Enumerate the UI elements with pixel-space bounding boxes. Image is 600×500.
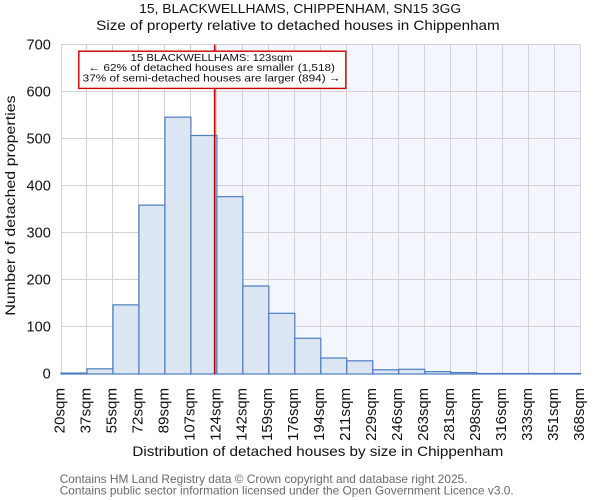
svg-text:55sqm: 55sqm	[104, 388, 120, 434]
svg-text:142sqm: 142sqm	[234, 388, 250, 441]
svg-text:368sqm: 368sqm	[572, 388, 588, 441]
svg-text:700: 700	[27, 37, 51, 53]
svg-text:20sqm: 20sqm	[52, 388, 68, 434]
svg-text:37sqm: 37sqm	[78, 388, 94, 434]
svg-text:15 BLACKWELLHAMS: 123sqm: 15 BLACKWELLHAMS: 123sqm	[131, 52, 293, 64]
svg-text:500: 500	[27, 131, 51, 147]
svg-text:200: 200	[27, 273, 51, 289]
svg-text:124sqm: 124sqm	[208, 388, 224, 441]
svg-text:72sqm: 72sqm	[130, 388, 146, 434]
svg-text:107sqm: 107sqm	[182, 388, 198, 441]
svg-text:Contains public sector informa: Contains public sector information licen…	[60, 483, 514, 497]
svg-text:333sqm: 333sqm	[520, 388, 536, 441]
svg-text:263sqm: 263sqm	[416, 388, 432, 441]
svg-text:316sqm: 316sqm	[494, 388, 510, 441]
svg-text:176sqm: 176sqm	[286, 388, 302, 441]
svg-text:194sqm: 194sqm	[312, 388, 328, 441]
svg-text:100: 100	[27, 320, 51, 336]
svg-text:159sqm: 159sqm	[260, 388, 276, 441]
svg-text:246sqm: 246sqm	[390, 388, 406, 441]
svg-text:351sqm: 351sqm	[546, 388, 562, 441]
svg-text:← 62% of detached houses are s: ← 62% of detached houses are smaller (1,…	[88, 62, 335, 74]
svg-text:400: 400	[27, 178, 51, 194]
svg-text:89sqm: 89sqm	[156, 388, 172, 434]
svg-text:298sqm: 298sqm	[468, 388, 484, 441]
svg-text:211sqm: 211sqm	[338, 388, 354, 441]
svg-text:300: 300	[27, 225, 51, 241]
svg-text:15, BLACKWELLHAMS, CHIPPENHAM,: 15, BLACKWELLHAMS, CHIPPENHAM, SN15 3GG	[139, 1, 461, 16]
svg-text:Number of detached properties: Number of detached properties	[2, 95, 18, 315]
svg-text:Distribution of detached house: Distribution of detached houses by size …	[132, 444, 503, 459]
svg-text:229sqm: 229sqm	[364, 388, 380, 441]
svg-text:37% of semi-detached houses ar: 37% of semi-detached houses are larger (…	[83, 73, 341, 85]
svg-text:Size of property relative to d: Size of property relative to detached ho…	[96, 18, 500, 33]
svg-text:281sqm: 281sqm	[442, 388, 458, 441]
svg-text:0: 0	[43, 367, 51, 383]
svg-text:Contains HM Land Registry data: Contains HM Land Registry data © Crown c…	[60, 472, 468, 486]
svg-text:600: 600	[27, 84, 51, 100]
